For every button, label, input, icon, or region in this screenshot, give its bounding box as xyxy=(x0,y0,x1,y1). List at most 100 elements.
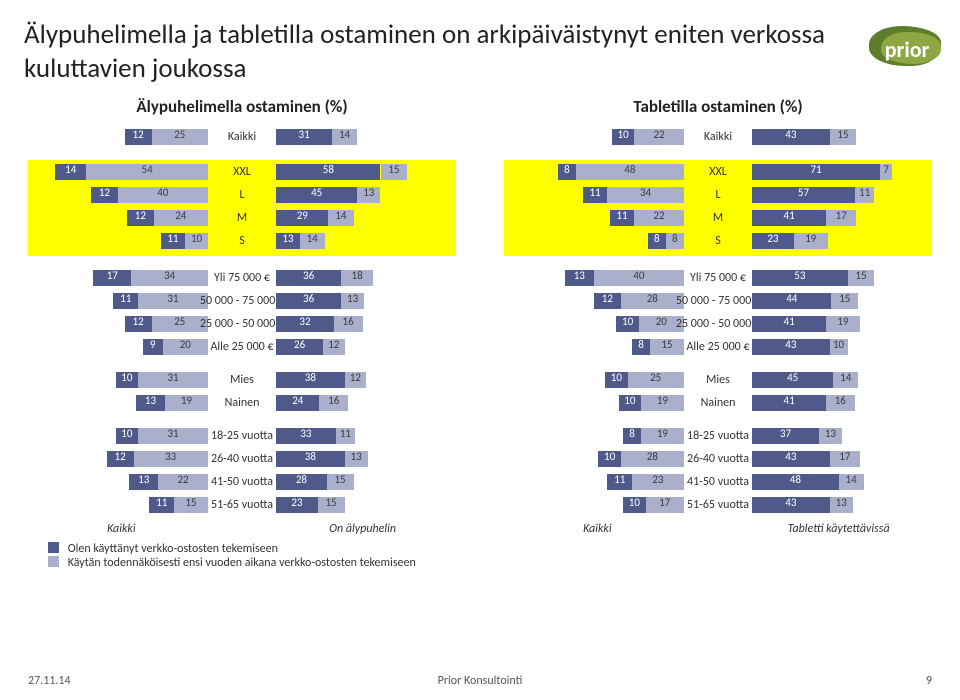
chart-row: 1225Kaikki3114 xyxy=(28,127,456,148)
value-right-b: 13 xyxy=(819,426,842,442)
value-left-a: 10 xyxy=(619,393,641,409)
column-title: Älypuhelimella ostaminen (%) xyxy=(28,96,456,117)
value-right-b: 15 xyxy=(318,495,345,511)
category-label: XXL xyxy=(233,165,251,179)
chart-row: 1319Nainen2416 xyxy=(28,393,456,414)
value-right-b: 13 xyxy=(830,495,853,511)
chart-row: 103118-25 vuotta3311 xyxy=(28,426,456,447)
footer-source: Prior Konsultointi xyxy=(0,674,960,688)
value-right-a: 48 xyxy=(752,472,838,488)
value-left-b: 15 xyxy=(650,337,684,353)
value-left-a: 10 xyxy=(605,370,627,386)
value-left-a: 8 xyxy=(623,426,641,442)
value-left-a: 8 xyxy=(632,337,650,353)
value-right-b: 11 xyxy=(855,185,875,201)
value-left-b: 22 xyxy=(634,127,683,143)
legend-swatch-a xyxy=(48,542,59,553)
value-left-b: 19 xyxy=(641,393,684,409)
value-right-b: 16 xyxy=(334,314,363,330)
value-right-b: 15 xyxy=(381,162,408,178)
legend: Olen käyttänyt verkko-ostosten tekemisee… xyxy=(0,536,960,570)
value-left-a: 9 xyxy=(143,337,163,353)
value-right-b: 14 xyxy=(300,231,325,247)
value-left-a: 11 xyxy=(149,495,174,511)
axis-labels: KaikkiTabletti käytettävissä xyxy=(504,522,932,536)
chart-row: 1224M2914 xyxy=(28,208,456,229)
axis-labels: KaikkiOn älypuhelin xyxy=(28,522,456,536)
axis-label-left: Kaikki xyxy=(34,522,209,536)
value-right-a: 71 xyxy=(752,162,880,178)
value-left-b: 33 xyxy=(134,449,208,465)
value-left-b: 22 xyxy=(158,472,207,488)
value-right-a: 23 xyxy=(276,495,317,511)
chart-block: 848XXL7171134L57111122M411788S2319 xyxy=(504,160,932,256)
value-left-b: 28 xyxy=(621,449,684,465)
chart-block: 103118-25 vuotta3311123326-40 vuotta3813… xyxy=(28,426,456,516)
category-label: 26-40 vuotta xyxy=(687,452,749,466)
category-label: M xyxy=(237,211,247,225)
category-label: S xyxy=(239,234,245,248)
value-left-b: 17 xyxy=(646,495,684,511)
value-left-b: 28 xyxy=(621,291,684,307)
category-label: 26-40 vuotta xyxy=(211,452,273,466)
value-left-a: 10 xyxy=(623,495,645,511)
chart-block: 1225Kaikki3114 xyxy=(28,127,456,148)
value-right-b: 16 xyxy=(319,393,348,409)
value-left-b: 19 xyxy=(641,426,684,442)
chart-column-tablet: Tabletilla ostaminen (%)1022Kaikki431584… xyxy=(504,92,932,536)
value-left-a: 10 xyxy=(612,127,634,143)
chart-row: 111551-65 vuotta2315 xyxy=(28,495,456,516)
value-right-a: 41 xyxy=(752,393,826,409)
value-right-b: 18 xyxy=(341,268,373,284)
chart-row: 113150 000 - 75 000 €3613 xyxy=(28,291,456,312)
chart-block: 81918-25 vuotta3713102826-40 vuotta43171… xyxy=(504,426,932,516)
value-left-a: 10 xyxy=(598,449,620,465)
chart-row: 920Alle 25 000 €2612 xyxy=(28,337,456,358)
value-right-b: 12 xyxy=(323,337,345,353)
chart-block: 1031Mies38121319Nainen2416 xyxy=(28,370,456,414)
value-right-b: 10 xyxy=(830,337,848,353)
value-left-a: 11 xyxy=(607,472,632,488)
chart-row: 81918-25 vuotta3713 xyxy=(504,426,932,447)
value-right-b: 15 xyxy=(830,127,857,143)
page-title: Älypuhelimella ja tabletilla ostaminen o… xyxy=(24,18,863,86)
legend-label-b: Käytän todennäköisesti ensi vuoden aikan… xyxy=(68,556,416,570)
value-left-b: 24 xyxy=(154,208,208,224)
value-right-a: 43 xyxy=(752,449,829,465)
chart-block: 1022Kaikki4315 xyxy=(504,127,932,148)
value-right-b: 15 xyxy=(327,472,354,488)
value-right-a: 26 xyxy=(276,337,323,353)
value-right-b: 7 xyxy=(880,162,893,178)
legend-swatch-b xyxy=(48,556,59,567)
value-left-a: 12 xyxy=(127,208,154,224)
value-left-b: 40 xyxy=(118,185,208,201)
category-label: Kaikki xyxy=(228,130,256,144)
value-right-b: 14 xyxy=(833,370,858,386)
value-left-a: 11 xyxy=(161,231,186,247)
category-label: L xyxy=(239,188,244,202)
value-left-b: 31 xyxy=(138,291,208,307)
value-left-a: 14 xyxy=(55,162,86,178)
value-right-b: 19 xyxy=(794,231,828,247)
value-left-b: 22 xyxy=(634,208,683,224)
value-left-a: 11 xyxy=(583,185,608,201)
category-label: Yli 75 000 € xyxy=(214,271,270,285)
value-left-b: 34 xyxy=(131,268,207,284)
value-left-a: 11 xyxy=(113,291,138,307)
value-left-a: 12 xyxy=(91,185,118,201)
category-label: 41-50 vuotta xyxy=(687,475,749,489)
value-right-a: 37 xyxy=(752,426,819,442)
chart-row: 1340Yli 75 000 €5315 xyxy=(504,268,932,289)
value-right-a: 45 xyxy=(276,185,357,201)
value-right-a: 53 xyxy=(752,268,847,284)
value-right-b: 14 xyxy=(839,472,864,488)
category-label: Kaikki xyxy=(704,130,732,144)
value-left-b: 10 xyxy=(185,231,207,247)
value-left-b: 48 xyxy=(576,162,684,178)
value-left-b: 54 xyxy=(86,162,207,178)
value-left-a: 13 xyxy=(129,472,158,488)
chart-row: 815Alle 25 000 €4310 xyxy=(504,337,932,358)
value-right-a: 41 xyxy=(752,208,826,224)
category-label: Yli 75 000 € xyxy=(690,271,746,285)
chart-row: 1019Nainen4116 xyxy=(504,393,932,414)
